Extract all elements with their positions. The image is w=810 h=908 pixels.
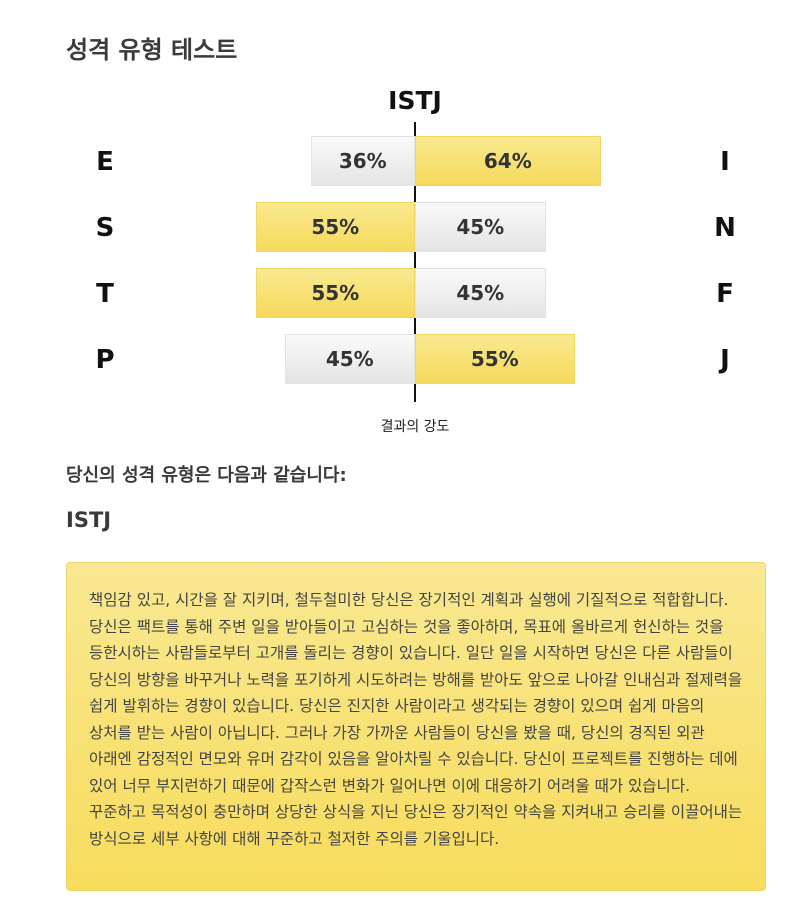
bar-n: 45% (415, 202, 546, 252)
chart-xlabel: 결과의 강도 (380, 419, 450, 435)
page-title: 성격 유형 테스트 (66, 36, 238, 64)
result-description: 책임감 있고, 시간을 잘 지키며, 철두철미한 당신은 장기적인 계획과 실행… (66, 562, 766, 891)
trait-letter-right-f: F (716, 279, 734, 309)
bar-j: 55% (415, 334, 575, 384)
result-heading: 당신의 성격 유형은 다음과 같습니다: (66, 465, 347, 486)
bar-p: 45% (284, 334, 415, 384)
trait-letter-right-j: J (720, 345, 730, 375)
result-type: ISTJ (66, 508, 112, 532)
bar-i: 64% (415, 136, 601, 186)
trait-letter-left-e: E (96, 147, 114, 177)
bar-e: 36% (310, 136, 415, 186)
trait-letter-right-i: I (720, 147, 730, 177)
chart-title: ISTJ (388, 86, 442, 115)
bar-f: 45% (415, 268, 546, 318)
chart-center-axis (414, 122, 416, 402)
bar-s: 55% (255, 202, 415, 252)
trait-letter-right-n: N (714, 213, 736, 243)
trait-letter-left-s: S (95, 213, 115, 243)
bar-t: 55% (255, 268, 415, 318)
trait-letter-left-t: T (96, 279, 114, 309)
trait-letter-left-p: P (95, 345, 115, 375)
